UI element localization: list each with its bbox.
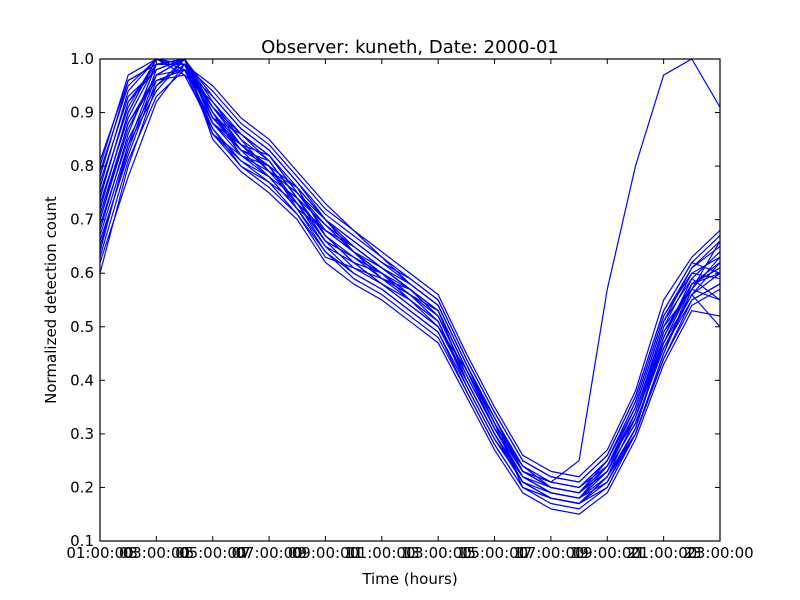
x-tick-label: 13:00:00 [404, 544, 471, 562]
x-tick-overlap-label: 23 [682, 544, 701, 562]
x-tick-overlap-label: 07 [232, 544, 251, 562]
x-tick-overlap-label: 09 [288, 544, 307, 562]
x-tick-overlap-label: 13 [401, 544, 420, 562]
series-line-23 [99, 58, 721, 505]
series-line-10 [99, 58, 721, 478]
x-tick-label: 21:00:00 [630, 544, 697, 562]
x-axis: 01:00:0003:00:0005:00:0007:00:0009:00:00… [66, 59, 754, 562]
series-line-21 [99, 58, 721, 489]
y-tick-label: 0.1 [70, 532, 94, 550]
y-tick-label: 0.4 [70, 371, 94, 389]
x-axis-title: Time (hours) [361, 570, 457, 588]
series-layer [99, 58, 721, 515]
x-tick-overlap-label: 05 [175, 544, 194, 562]
chart-title: Observer: kuneth, Date: 2000-01 [261, 37, 559, 58]
y-tick-label: 0.8 [70, 157, 94, 175]
series-line-18 [99, 58, 721, 483]
x-tick-label: 07:00:00 [235, 544, 302, 562]
x-tick-overlap-label: 03 [119, 544, 138, 562]
series-line-17 [99, 63, 721, 505]
x-tick-label: 05:00:00 [179, 544, 246, 562]
x-tick-label: 15:00:00 [461, 544, 528, 562]
y-tick-label: 0.7 [70, 211, 94, 229]
y-tick-label: 0.6 [70, 264, 94, 282]
y-tick-label: 0.5 [70, 318, 94, 336]
y-tick-label: 0.3 [70, 425, 94, 443]
x-tick-overlap-label: 17 [513, 544, 532, 562]
y-axis: 0.1 0.2 0.3 0.4 0.5 0.6 0.7 0.8 0.9 1.0 [70, 50, 720, 550]
x-tick-overlap-label: 11 [344, 544, 363, 562]
x-tick-label: 09:00:00 [292, 544, 359, 562]
x-tick-label: 01:00:00 [66, 544, 133, 562]
y-tick-label: 1.0 [70, 50, 94, 68]
x-tick-label: 03:00:00 [123, 544, 190, 562]
x-tick-label: 17:00:00 [517, 544, 584, 562]
x-tick-label: 23:00:00 [686, 544, 753, 562]
x-tick-overlap-label: 15 [457, 544, 476, 562]
y-tick-label: 0.2 [70, 478, 94, 496]
x-tick-overlap-label: 19 [570, 544, 589, 562]
x-tick-overlap-label: 21 [626, 544, 645, 562]
series-line-24 [99, 58, 721, 483]
series-line-19 [99, 69, 721, 499]
plot-frame [99, 58, 721, 542]
x-tick-label: 11:00:00 [348, 544, 415, 562]
y-axis-title: Normalized detection count [42, 196, 60, 404]
y-tick-label: 0.9 [70, 104, 94, 122]
x-tick-label: 19:00:00 [574, 544, 641, 562]
